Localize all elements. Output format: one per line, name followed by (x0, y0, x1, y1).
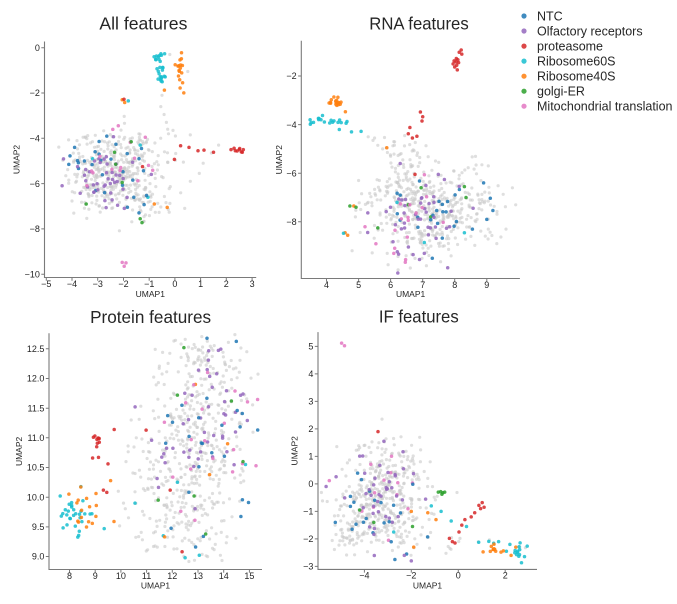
svg-text:11.5: 11.5 (28, 403, 45, 413)
svg-text:UMAP1: UMAP1 (396, 289, 426, 299)
svg-text:3: 3 (250, 279, 255, 289)
svg-text:proteasome: proteasome (537, 39, 603, 53)
svg-text:0: 0 (456, 571, 461, 581)
svg-text:−2: −2 (406, 571, 416, 581)
svg-text:UMAP1: UMAP1 (141, 581, 171, 591)
svg-text:8: 8 (67, 571, 72, 581)
svg-text:0: 0 (35, 43, 40, 53)
svg-text:8: 8 (452, 280, 457, 290)
svg-text:Protein features: Protein features (90, 307, 211, 327)
svg-text:6: 6 (388, 280, 393, 290)
svg-text:13: 13 (193, 571, 203, 581)
svg-text:−2: −2 (286, 71, 296, 81)
svg-text:−1: −1 (144, 279, 154, 289)
svg-text:Olfactory receptors: Olfactory receptors (537, 24, 643, 38)
svg-text:−5: −5 (41, 279, 51, 289)
svg-text:−3: −3 (93, 279, 103, 289)
svg-text:−2: −2 (303, 534, 313, 544)
svg-text:9: 9 (484, 280, 489, 290)
svg-text:11: 11 (142, 571, 151, 581)
svg-text:12.0: 12.0 (27, 374, 45, 384)
svg-text:All features: All features (99, 14, 187, 34)
svg-text:12.5: 12.5 (27, 344, 45, 354)
svg-text:−4: −4 (286, 120, 296, 130)
svg-text:10: 10 (116, 571, 126, 581)
svg-text:14: 14 (219, 571, 229, 581)
svg-text:UMAP2: UMAP2 (14, 436, 24, 466)
svg-text:golgi-ER: golgi-ER (537, 85, 585, 99)
svg-text:3: 3 (308, 397, 313, 407)
svg-text:UMAP2: UMAP2 (274, 145, 284, 175)
svg-text:9.0: 9.0 (32, 552, 45, 562)
svg-text:15: 15 (244, 571, 254, 581)
svg-text:5: 5 (356, 280, 361, 290)
svg-text:−3: −3 (303, 562, 313, 572)
svg-text:12: 12 (167, 571, 177, 581)
svg-text:−2: −2 (30, 88, 40, 98)
svg-text:−4: −4 (359, 571, 369, 581)
svg-text:−8: −8 (286, 217, 296, 227)
svg-text:2: 2 (308, 424, 313, 434)
svg-text:−6: −6 (30, 179, 40, 189)
svg-text:Ribosome60S: Ribosome60S (537, 54, 616, 68)
svg-text:UMAP2: UMAP2 (11, 145, 21, 175)
svg-text:−4: −4 (67, 279, 77, 289)
svg-text:1: 1 (308, 452, 313, 462)
svg-text:9: 9 (93, 571, 98, 581)
svg-text:−1: −1 (303, 507, 313, 517)
svg-text:−10: −10 (25, 269, 40, 279)
svg-text:4: 4 (308, 369, 313, 379)
svg-text:−2: −2 (118, 279, 128, 289)
svg-text:9.5: 9.5 (32, 522, 45, 532)
svg-text:UMAP2: UMAP2 (290, 436, 300, 466)
svg-text:7: 7 (420, 280, 425, 290)
svg-text:10.0: 10.0 (27, 492, 45, 502)
svg-text:UMAP1: UMAP1 (136, 289, 166, 299)
svg-text:11.0: 11.0 (28, 433, 45, 443)
svg-text:−6: −6 (286, 168, 296, 178)
svg-text:0: 0 (172, 279, 177, 289)
svg-text:IF features: IF features (379, 307, 459, 327)
svg-text:−4: −4 (30, 134, 40, 144)
svg-text:1: 1 (198, 279, 203, 289)
svg-text:2: 2 (503, 571, 508, 581)
svg-text:Ribosome40S: Ribosome40S (537, 70, 616, 84)
svg-text:NTC: NTC (537, 9, 563, 23)
svg-text:Mitochondrial translation: Mitochondrial translation (537, 100, 673, 114)
svg-text:10.5: 10.5 (27, 463, 45, 473)
svg-text:−8: −8 (30, 224, 40, 234)
svg-text:0: 0 (308, 479, 313, 489)
svg-text:4: 4 (324, 280, 329, 290)
svg-text:2: 2 (224, 279, 229, 289)
svg-text:RNA features: RNA features (369, 14, 469, 34)
svg-text:UMAP1: UMAP1 (413, 581, 443, 591)
svg-text:5: 5 (308, 342, 313, 352)
